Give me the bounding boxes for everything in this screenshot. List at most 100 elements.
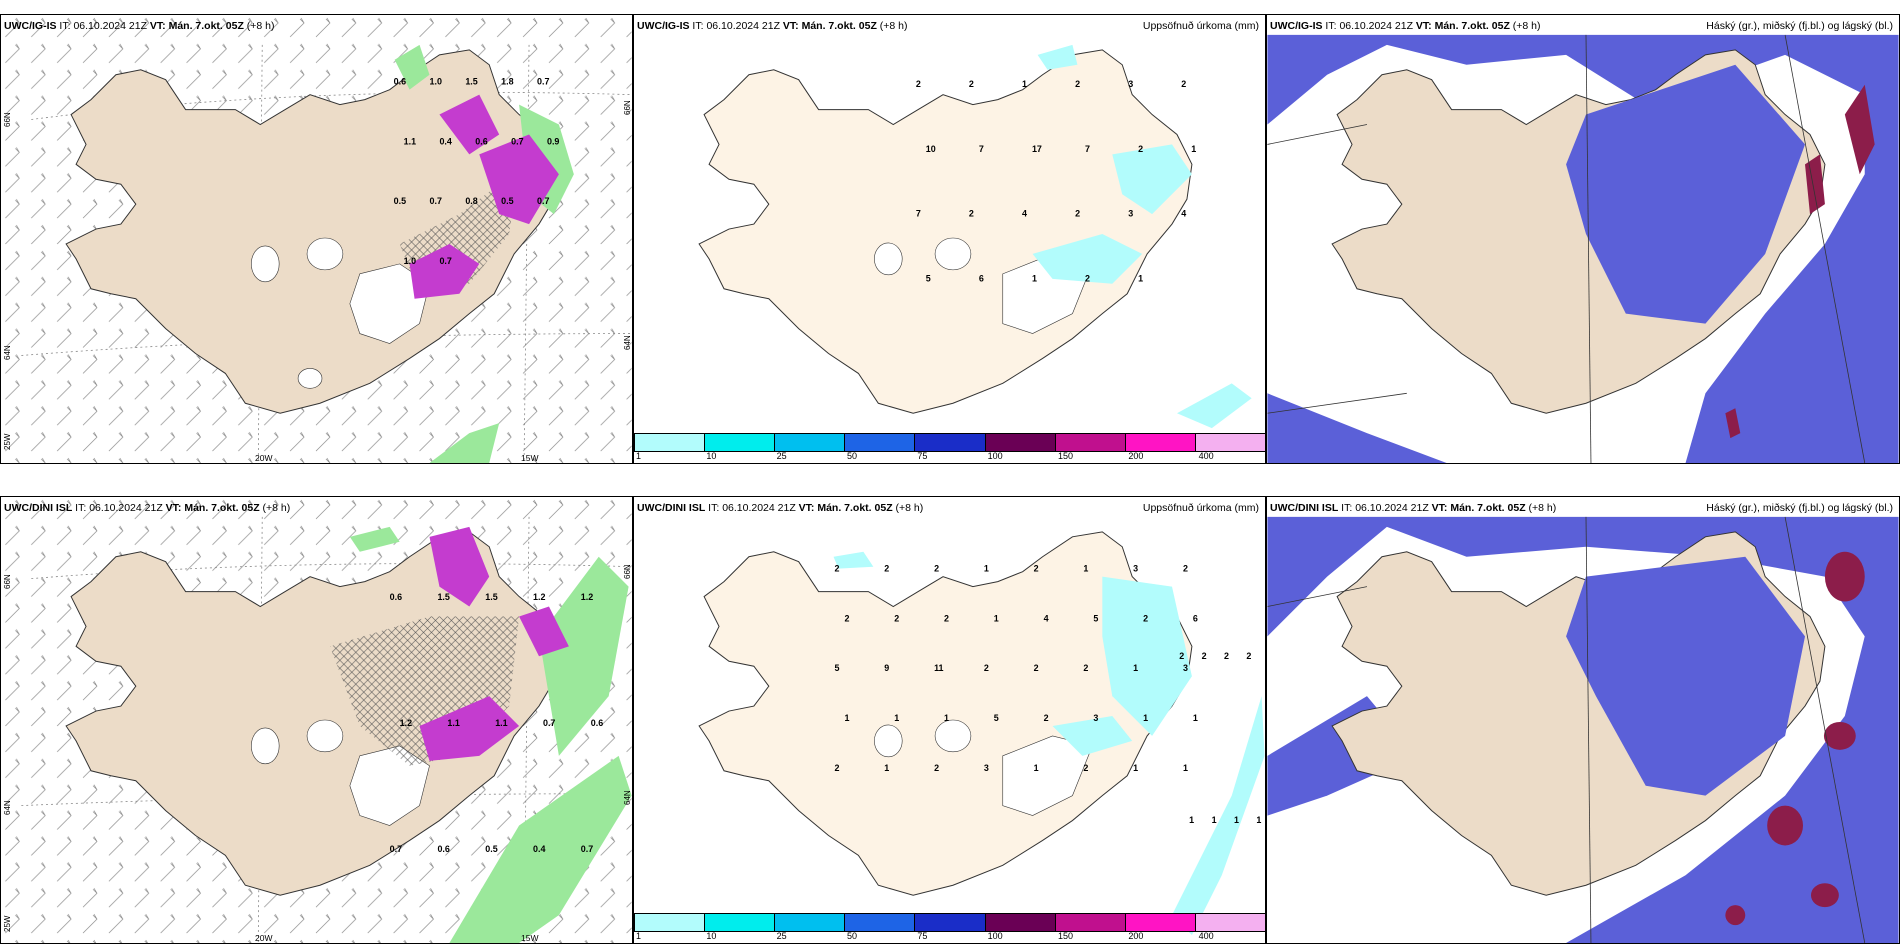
colorbar-swatch [1195,914,1265,931]
map-value-label: 2 [1083,663,1088,673]
map-value-label: 0.7 [581,844,593,854]
lat-label: 64N [623,335,632,350]
colorbar-swatch [985,914,1056,931]
map-value-label: 1.2 [400,718,412,728]
panel-wind-bottom: UWC/DINI ISL IT: 06.10.2024 21Z VT: Mán.… [0,496,633,944]
cloud-map [1267,15,1899,463]
lat-label: 64N [623,790,632,805]
map-value-label: 7 [979,144,984,154]
map-value-label: 1 [1193,713,1198,723]
map-value-label: 3 [1128,209,1133,219]
map-value-label: 2 [1224,651,1229,661]
map-value-label: 1 [1133,663,1138,673]
map-value-label: 0.6 [437,844,449,854]
map-value-label: 1 [1083,564,1088,574]
colorbar-tick-label: 150 [1058,931,1074,941]
map-value-label: 2 [969,79,974,89]
map-value-label: 0.5 [394,196,406,206]
panel-subtitle: Uppsöfnuð úrkoma (mm) [1142,502,1259,514]
panel-precip-bottom: UWC/DINI ISL IT: 06.10.2024 21Z VT: Mán.… [633,496,1266,944]
map-value-label: 0.4 [533,844,545,854]
map-value-label: 2 [944,613,949,623]
colorbar-swatch [1055,914,1126,931]
map-value-label: 0.7 [429,196,441,206]
map-value-label: 1 [1256,815,1261,825]
map-value-label: 6 [1193,613,1198,623]
map-value-label: 0.7 [537,77,549,87]
map-value-label: 0.7 [511,136,523,146]
map-value-label: 1 [894,713,899,723]
colorbar-swatch [985,434,1056,451]
colorbar-swatch [1055,434,1126,451]
panel-title: UWC/DINI ISL IT: 06.10.2024 21Z VT: Mán.… [4,502,291,514]
map-value-label: 2 [844,613,849,623]
wind-map: 0.6 1.0 1.5 1.8 0.7 1.1 0.4 0.6 0.7 0.9 0.5 0.7 0.8 0… [1,15,632,463]
map-value-label: 0.5 [485,844,497,854]
map-value-label: 5 [835,663,840,673]
panel-precip-top: UWC/IG-IS IT: 06.10.2024 21Z VT: Mán. 7.… [633,14,1266,464]
colorbar-swatch [1195,434,1265,451]
map-value-label: 9 [884,663,889,673]
colorbar-tick-label: 400 [1198,451,1214,461]
precip-map: 2 2 1 2 3 210 7 17 7 2 17 2 4 2 3 45 6 1 2 1 [698,44,1252,429]
map-value-label: 2 [934,763,939,773]
map-value-label: 1.0 [429,77,441,87]
map-value-label: 2 [894,613,899,623]
colorbar-tick-label: 1 [636,451,642,461]
lon-label: 25W [3,433,12,450]
cloud-map [1267,497,1899,943]
map-value-label: 2 [1085,273,1090,283]
lon-label: 15W [521,453,539,463]
precip-colorbar [634,433,1265,452]
map-value-label: 0.7 [439,256,451,266]
map-value-label: 1 [1183,763,1188,773]
map-value-label: 2 [1181,79,1186,89]
panel-title: UWC/IG-IS IT: 06.10.2024 21Z VT: Mán. 7.… [1270,20,1541,32]
panel-title: UWC/IG-IS IT: 06.10.2024 21Z VT: Mán. 7.… [4,20,275,32]
panel-title: UWC/IG-IS IT: 06.10.2024 21Z VT: Mán. 7.… [637,20,908,32]
colorbar-swatch [705,434,776,451]
map-value-label: 1.5 [485,592,497,602]
colorbar-tick-label: 10 [706,931,717,941]
map-value-label: 1.5 [437,592,449,602]
map-value-label: 0.6 [475,136,487,146]
panel-clouds-top: UWC/IG-IS IT: 06.10.2024 21Z VT: Mán. 7.… [1266,14,1900,464]
map-value-label: 17 [1032,144,1042,154]
wind-map: 0.6 1.5 1.5 1.2 1.2 1.2 1.1 1.1 0.7 0.6 0.7 0.6 0.5 0… [1,497,632,943]
colorbar-tick-label: 100 [987,451,1003,461]
map-value-label: 3 [1133,564,1138,574]
map-value-label: 0.6 [390,592,402,602]
map-value-label: 3 [1183,663,1188,673]
map-value-label: 5 [994,713,999,723]
map-value-label: 2 [835,564,840,574]
map-value-label: 1 [1022,79,1027,89]
map-value-label: 1.1 [447,718,459,728]
map-value-label: 2 [884,564,889,574]
map-value-label: 4 [1022,209,1027,219]
panel-clouds-bottom: UWC/DINI ISL IT: 06.10.2024 21Z VT: Mán.… [1266,496,1900,944]
map-value-label: 1 [1212,815,1217,825]
map-value-label: 2 [1044,713,1049,723]
lat-label: 66N [623,100,632,115]
map-value-label: 2 [934,564,939,574]
colorbar-tick-label: 1 [636,931,642,941]
map-value-label: 7 [916,209,921,219]
lon-label: 20W [255,933,273,943]
map-value-label: 4 [1181,209,1186,219]
lon-label: 25W [3,915,12,932]
colorbar-tick-label: 200 [1128,931,1144,941]
map-value-label: 10 [926,144,936,154]
lon-label: 20W [255,453,273,463]
map-value-label: 4 [1044,613,1049,623]
precip-colorbar [634,913,1265,932]
map-value-label: 1.8 [501,77,513,87]
lat-label: 66N [623,564,632,579]
map-value-label: 2 [835,763,840,773]
map-value-label: 1 [1138,273,1143,283]
map-value-label: 11 [934,663,943,673]
map-value-label: 3 [984,763,989,773]
colorbar-swatch [635,434,706,451]
colorbar-tick-label: 50 [847,451,858,461]
map-value-label: 1 [944,713,949,723]
colorbar-swatch [845,914,916,931]
